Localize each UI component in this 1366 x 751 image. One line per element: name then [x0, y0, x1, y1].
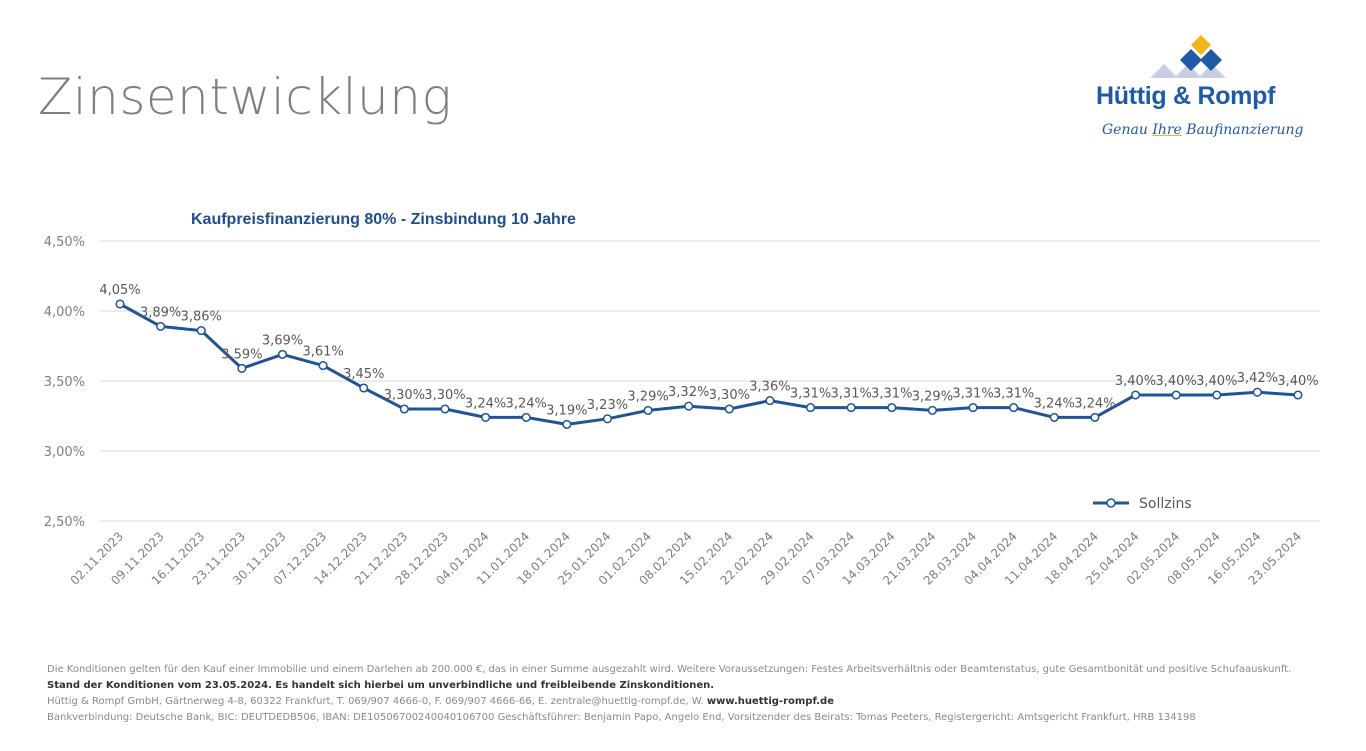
- data-label: 3,42%: [1237, 371, 1278, 386]
- data-label: 3,69%: [262, 333, 303, 348]
- legend-label: Sollzins: [1139, 496, 1192, 512]
- company-logo: Hüttig & Rompf Genau Ihre Baufinanzierun…: [1090, 30, 1320, 150]
- data-label: 3,30%: [384, 388, 425, 403]
- data-point: [481, 412, 491, 422]
- data-point: [196, 326, 206, 336]
- data-point: [237, 363, 247, 373]
- data-point: [1252, 387, 1262, 397]
- data-label: 3,31%: [993, 387, 1034, 402]
- data-point: [1090, 412, 1100, 422]
- data-point: [359, 383, 369, 393]
- legend-marker: [1106, 498, 1116, 508]
- data-point: [968, 403, 978, 413]
- y-tick-label: 3,00%: [44, 445, 85, 460]
- y-tick-label: 2,50%: [44, 515, 85, 530]
- data-point: [562, 419, 572, 429]
- data-label: 3,40%: [1277, 374, 1318, 389]
- data-point: [684, 401, 694, 411]
- data-label: 3,30%: [709, 388, 750, 403]
- data-label: 3,61%: [302, 345, 343, 360]
- data-point: [927, 405, 937, 415]
- y-tick-label: 3,50%: [44, 375, 85, 390]
- data-point: [602, 414, 612, 424]
- logo-diamonds-icon: [1150, 35, 1226, 78]
- footer-conditions: Die Konditionen gelten für den Kauf eine…: [47, 664, 1292, 675]
- data-point: [1293, 390, 1303, 400]
- chart-title: Kaufpreisfinanzierung 80% - Zinsbindung …: [191, 211, 576, 228]
- data-label: 3,36%: [749, 380, 790, 395]
- data-point: [440, 404, 450, 414]
- data-label: 3,31%: [952, 387, 993, 402]
- data-point: [277, 349, 288, 359]
- series-line-sollzins: [119, 302, 1299, 426]
- footer: Die Konditionen gelten für den Kauf eine…: [47, 662, 1347, 726]
- footer-company: Hüttig & Rompf GmbH, Gärtnerweg 4-8, 603…: [47, 696, 834, 707]
- x-axis-ticks: 02.11.202309.11.202316.11.202323.11.2023…: [68, 529, 1304, 587]
- data-point: [115, 299, 125, 309]
- data-label: 3,86%: [181, 310, 222, 325]
- data-point: [643, 405, 653, 415]
- data-label: 3,40%: [1196, 374, 1237, 389]
- data-point: [846, 403, 856, 413]
- data-point: [521, 412, 531, 422]
- data-point: [724, 404, 734, 414]
- chart-legend: Sollzins: [1093, 496, 1192, 512]
- data-label: 3,29%: [627, 389, 668, 404]
- data-point: [887, 403, 897, 413]
- chart-grid: [100, 240, 1320, 522]
- data-label: 3,40%: [1115, 374, 1156, 389]
- data-label: 3,31%: [790, 387, 831, 402]
- website-link[interactable]: www.huettig-rompf.de: [706, 696, 834, 707]
- chart-series: 4,05%3,89% 3,86%3,59%3,69%3,61%3,45%3,30%…: [99, 283, 1319, 429]
- data-point: [765, 396, 775, 406]
- data-point: [318, 361, 328, 371]
- data-label: 3,32%: [668, 385, 709, 400]
- logo-name: Hüttig & Rompf: [1096, 82, 1276, 110]
- data-point: [399, 404, 409, 414]
- data-label: 3,24%: [506, 396, 547, 411]
- data-point: [1049, 412, 1059, 422]
- data-label: 3,23%: [587, 398, 628, 413]
- footer-status: Stand der Konditionen vom 23.05.2024. Es…: [47, 680, 715, 691]
- data-point: [806, 403, 816, 413]
- data-label: 3,40%: [1155, 374, 1196, 389]
- data-point: [1212, 390, 1222, 400]
- data-label: 3,19%: [546, 403, 587, 418]
- data-label: 3,59%: [221, 347, 262, 362]
- data-label: 4,05%: [99, 283, 140, 298]
- data-label: 3,24%: [465, 396, 506, 411]
- data-label: 3,30%: [424, 388, 465, 403]
- y-tick-label: 4,00%: [44, 305, 85, 320]
- interest-rate-chart: Kaufpreisfinanzierung 80% - Zinsbindung …: [44, 211, 1320, 588]
- data-label: 3,45%: [343, 367, 384, 382]
- data-label: 3,31%: [831, 387, 872, 402]
- data-label: 3,29%: [912, 389, 953, 404]
- data-label: 3,89%: [140, 305, 181, 320]
- data-label: 3,24%: [1034, 396, 1075, 411]
- data-point: [156, 321, 166, 331]
- data-label: 3,31%: [871, 387, 912, 402]
- logo-slogan: Genau Ihre Baufinanzierung: [1102, 122, 1304, 138]
- data-label: 3,24%: [1074, 396, 1115, 411]
- y-tick-label: 4,50%: [44, 235, 85, 250]
- footer-bank: Bankverbindung: Deutsche Bank, BIC: DEUT…: [47, 712, 1196, 723]
- data-point: [1009, 403, 1019, 413]
- page-title: Zinsentwicklung: [38, 68, 452, 126]
- y-axis-ticks: 2,50% 3,00% 3,50% 4,00% 4,50%: [44, 235, 85, 530]
- data-point: [1130, 390, 1141, 400]
- data-point: [1171, 390, 1181, 400]
